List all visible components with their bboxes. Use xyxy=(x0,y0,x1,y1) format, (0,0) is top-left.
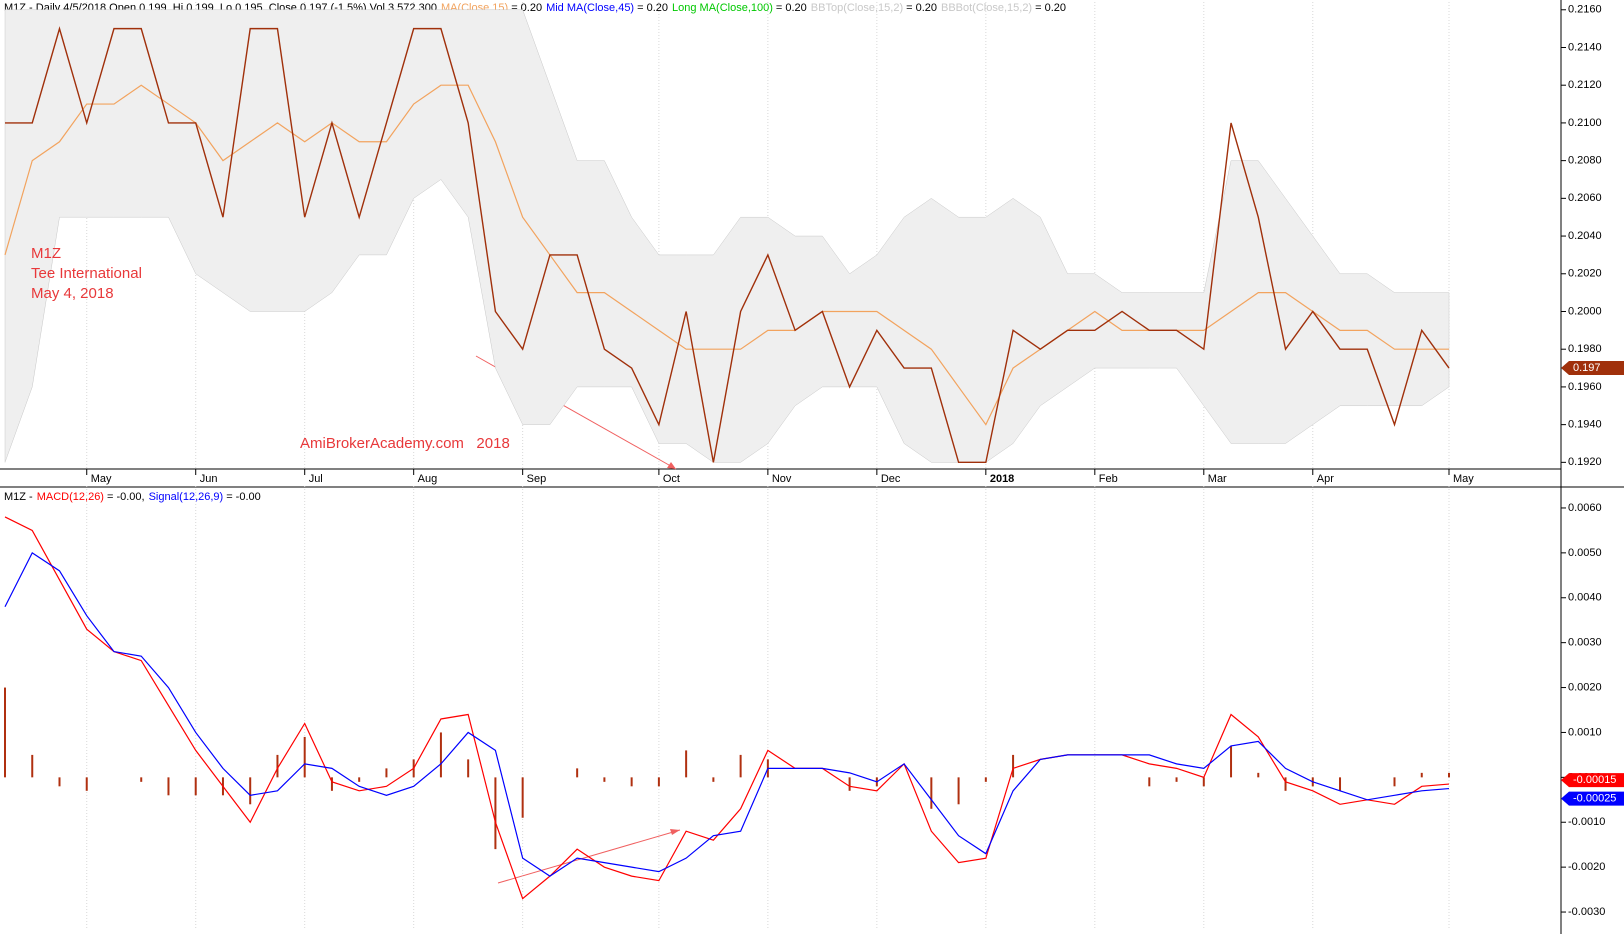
legend-value: = -0.00, xyxy=(107,491,145,503)
legend-value: = 0.20 xyxy=(776,2,807,14)
x-tick-label: Oct xyxy=(663,473,680,485)
y-tick-label: 0.0040 xyxy=(1568,592,1602,604)
x-tick-label: Feb xyxy=(1099,473,1118,485)
annotation: M1Z xyxy=(31,245,61,262)
legend-name: Signal(12,26,9) xyxy=(149,491,224,503)
arrow-head xyxy=(667,462,676,469)
x-tick-label: May xyxy=(1453,473,1474,485)
y-tick-label: 0.0050 xyxy=(1568,547,1602,559)
legend-name: Long MA(Close,100) xyxy=(672,2,773,14)
x-tick-label: May xyxy=(91,473,112,485)
legend-value: = 0.20 xyxy=(637,2,668,14)
y-tick-label: 0.2060 xyxy=(1568,192,1602,204)
value-tag xyxy=(1561,773,1624,788)
y-tick-label: 0.0010 xyxy=(1568,726,1602,738)
legend-name: MACD(12,26) xyxy=(37,491,104,503)
y-tick-label: 0.1940 xyxy=(1568,419,1602,431)
x-tick-label: Dec xyxy=(881,473,901,485)
annotation: May 4, 2018 xyxy=(31,285,114,302)
y-tick-label: 0.2040 xyxy=(1568,230,1602,242)
y-tick-label: 0.0030 xyxy=(1568,637,1602,649)
y-tick-label: -0.0030 xyxy=(1568,906,1605,918)
y-tick-label: -0.0020 xyxy=(1568,861,1605,873)
legend-value: = -0.00 xyxy=(226,491,261,503)
legend-value: = 0.20 xyxy=(1035,2,1066,14)
y-tick-label: 0.0020 xyxy=(1568,681,1602,693)
x-tick-label: Jun xyxy=(200,473,218,485)
x-tick-label: Sep xyxy=(527,473,547,485)
legend-value: = 0.20 xyxy=(906,2,937,14)
y-tick-label: 0.1960 xyxy=(1568,381,1602,393)
watermark: AmiBrokerAcademy.com 2018 xyxy=(300,435,510,452)
price-line xyxy=(5,26,1450,464)
y-tick-label: 0.2100 xyxy=(1568,117,1602,129)
x-tick-label: Apr xyxy=(1317,473,1334,485)
value-tag-label: 0.197 xyxy=(1573,362,1601,374)
x-tick-label: Jul xyxy=(309,473,323,485)
legend: M1Z - MACD(12,26) = -0.00, Signal(12,26,9) =… xyxy=(4,491,261,503)
legend-name: BBTop(Close,15,2) xyxy=(811,2,903,14)
y-tick-label: 0.1920 xyxy=(1568,456,1602,468)
x-tick-label: Nov xyxy=(772,473,792,485)
value-tag-label: -0.00015 xyxy=(1573,774,1616,786)
y-tick-label: 0.2020 xyxy=(1568,268,1602,280)
series-line xyxy=(4,84,1449,426)
annotation: Tee International xyxy=(31,265,142,282)
y-tick-label: -0.0010 xyxy=(1568,816,1605,828)
y-tick-label: 0.2080 xyxy=(1568,155,1602,167)
bollinger-band xyxy=(4,9,1450,463)
chart-title: M1Z - xyxy=(4,491,33,503)
legend-name: Mid MA(Close,45) xyxy=(546,2,634,14)
y-tick-label: 0.0060 xyxy=(1568,502,1602,514)
legend-name: BBBot(Close,15,2) xyxy=(941,2,1032,14)
value-tag-label: -0.00025 xyxy=(1573,792,1616,804)
y-tick-label: 0.2140 xyxy=(1568,41,1602,53)
x-tick-label: 2018 xyxy=(990,473,1014,485)
y-tick-label: 0.1980 xyxy=(1568,343,1602,355)
y-tick-label: 0.2120 xyxy=(1568,79,1602,91)
y-tick-label: 0.2000 xyxy=(1568,305,1602,317)
y-tick-label: 0.2160 xyxy=(1568,4,1602,16)
series-line xyxy=(4,516,1450,900)
value-tag xyxy=(1561,791,1624,806)
x-tick-label: Mar xyxy=(1208,473,1227,485)
value-tag xyxy=(1561,361,1624,376)
arrow-head xyxy=(670,829,680,835)
series-line xyxy=(4,551,1450,877)
x-tick-label: Aug xyxy=(418,473,438,485)
